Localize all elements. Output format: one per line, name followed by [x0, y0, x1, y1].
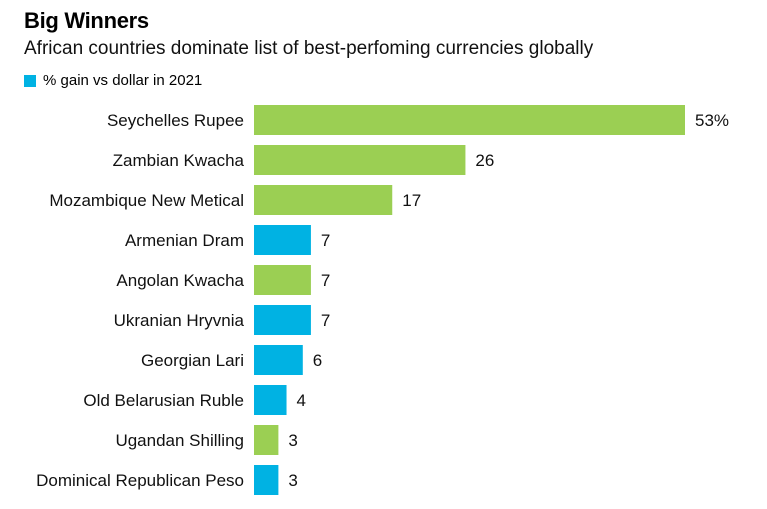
- chart-subtitle: African countries dominate list of best-…: [24, 38, 594, 59]
- legend-swatch: [24, 74, 36, 87]
- legend-label: % gain vs dollar in 2021: [43, 72, 203, 89]
- bar: [254, 105, 685, 135]
- category-label: Mozambique New Metical: [49, 191, 244, 210]
- bar: [254, 345, 303, 375]
- data-label: 7: [321, 231, 330, 250]
- category-label: Angolan Kwacha: [116, 271, 244, 290]
- data-label: 6: [313, 351, 322, 370]
- bar: [254, 265, 311, 295]
- data-label: 53%: [695, 111, 729, 130]
- bar: [254, 145, 466, 175]
- chart-title: Big Winners: [24, 8, 149, 33]
- legend: % gain vs dollar in 2021: [24, 72, 202, 89]
- category-label: Armenian Dram: [125, 231, 244, 250]
- data-label: 3: [288, 431, 297, 450]
- data-label: 17: [402, 191, 421, 210]
- data-label: 3: [288, 471, 297, 490]
- bar: [254, 385, 287, 415]
- category-label: Old Belarusian Ruble: [83, 391, 244, 410]
- category-label: Dominical Republican Peso: [36, 471, 244, 490]
- data-label: 7: [321, 311, 330, 330]
- bar: [254, 185, 393, 215]
- bar: [254, 305, 311, 335]
- data-label: 4: [297, 391, 306, 410]
- bar: [254, 425, 279, 455]
- bar: [254, 225, 311, 255]
- bar: [254, 465, 279, 495]
- category-label: Ukranian Hryvnia: [114, 311, 245, 330]
- category-label: Seychelles Rupee: [107, 111, 244, 130]
- data-label: 26: [475, 151, 494, 170]
- category-label: Georgian Lari: [141, 351, 244, 370]
- category-label: Zambian Kwacha: [113, 151, 245, 170]
- category-label: Ugandan Shilling: [115, 431, 244, 450]
- data-label: 7: [321, 271, 330, 290]
